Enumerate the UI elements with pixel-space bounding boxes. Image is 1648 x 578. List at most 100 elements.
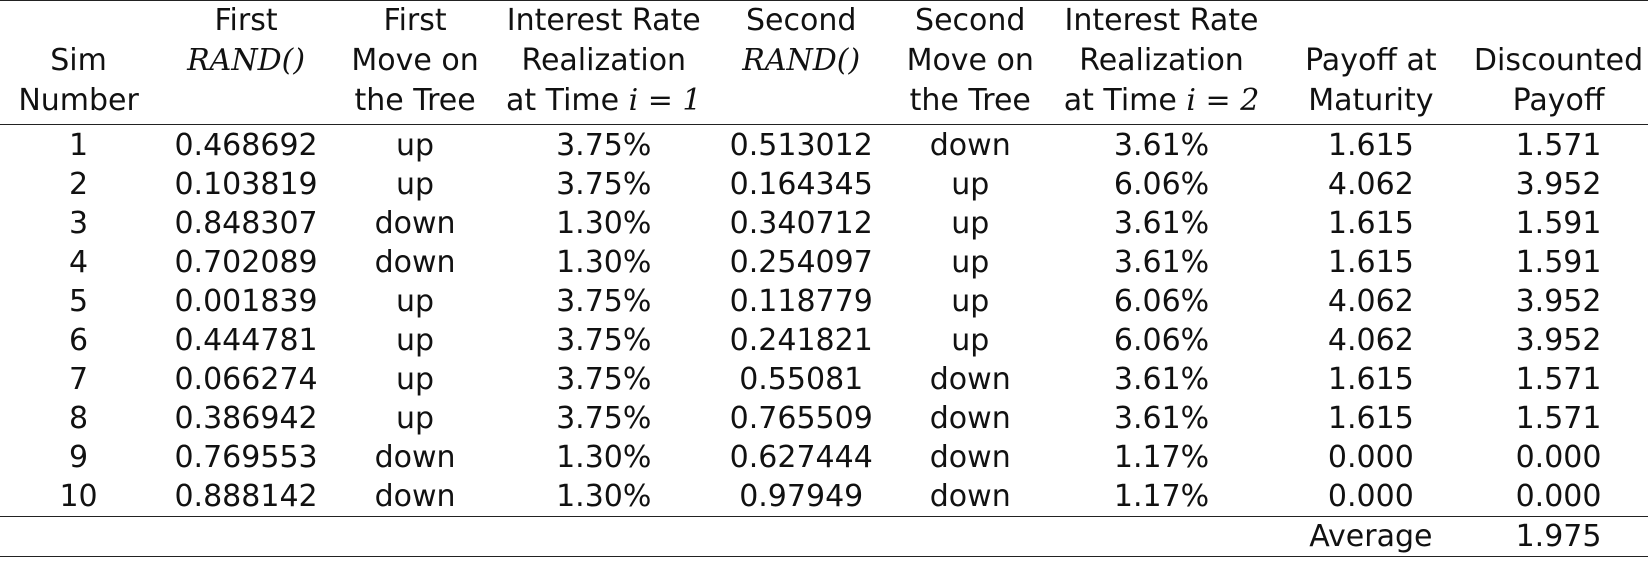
table-cell: down bbox=[374, 245, 456, 280]
column-header-line: Maturity bbox=[1308, 83, 1434, 118]
table-cell: 1 bbox=[69, 128, 89, 163]
table-cell: 3.952 bbox=[1515, 284, 1602, 319]
table-cell: 0.340712 bbox=[729, 206, 873, 241]
table-cell: 0.118779 bbox=[729, 284, 873, 319]
table-cell: 5 bbox=[69, 284, 89, 319]
table-cell: up bbox=[951, 245, 990, 280]
table-cell: 4.062 bbox=[1327, 167, 1414, 202]
table-cell: 0.241821 bbox=[729, 323, 873, 358]
table-cell: 1.30% bbox=[556, 206, 652, 241]
table-cell: 1.30% bbox=[556, 245, 652, 280]
table-cell: 1.615 bbox=[1327, 401, 1414, 436]
column-header-line: Realization bbox=[1079, 43, 1244, 78]
column-header-line: Number bbox=[18, 83, 139, 118]
table-cell: down bbox=[374, 440, 456, 475]
table-cell: down bbox=[929, 479, 1011, 514]
table-cell: 4.062 bbox=[1327, 284, 1414, 319]
table-cell: 3.75% bbox=[556, 128, 652, 163]
table-cell: 3.75% bbox=[556, 284, 652, 319]
table-cell: 0.888142 bbox=[174, 479, 318, 514]
table-cell: 3.952 bbox=[1515, 167, 1602, 202]
table-cell: 3.61% bbox=[1113, 206, 1210, 241]
column-header-line: Second bbox=[915, 3, 1026, 38]
table-footer: Average 1.975 bbox=[0, 516, 1648, 557]
column-header-line: at Time i = 2 bbox=[1063, 83, 1260, 118]
table-row: 8 0.386942 up 3.75% 0.765509 down 3.61% 1.615 1.… bbox=[0, 399, 1648, 438]
column-header-line bbox=[4, 1, 153, 41]
table-row: 3 0.848307 down 1.30% 0.340712 up 3.61% 1.615 1.… bbox=[0, 204, 1648, 243]
table-body: 1 0.468692 up 3.75% 0.513012 down 3.61% 1.615 1.… bbox=[0, 125, 1648, 517]
math-expression: RAND() bbox=[187, 43, 306, 78]
table-cell: 0.000 bbox=[1515, 440, 1602, 475]
table-cell: 0.848307 bbox=[174, 206, 318, 241]
table-cell: down bbox=[929, 362, 1011, 397]
table-row: 1 0.468692 up 3.75% 0.513012 down 3.61% 1.615 1.… bbox=[0, 125, 1648, 166]
table-cell: 1.591 bbox=[1515, 245, 1602, 280]
table-cell: 0.000 bbox=[1327, 479, 1414, 514]
table-header: Sim Number First RAND() First Move on the Tre… bbox=[0, 0, 1648, 125]
table-cell: 0.444781 bbox=[174, 323, 318, 358]
table-cell: 3.61% bbox=[1113, 362, 1210, 397]
table-cell: 0.468692 bbox=[174, 128, 318, 163]
header-row: Sim Number First RAND() First Move on the Tre… bbox=[0, 1, 1648, 125]
table-row: 9 0.769553 down 1.30% 0.627444 down 1.17% 0.000… bbox=[0, 438, 1648, 477]
column-header-4: Interest Rate Realization at Time i = 1 bbox=[495, 1, 713, 125]
table-cell: 1.30% bbox=[556, 479, 652, 514]
column-header-line: RAND() bbox=[716, 41, 886, 81]
table-cell: up bbox=[951, 284, 990, 319]
column-header-line bbox=[1277, 1, 1465, 41]
table-cell: 3.61% bbox=[1113, 128, 1210, 163]
table-cell: 1.571 bbox=[1515, 401, 1602, 436]
footer-spacer bbox=[0, 516, 1273, 557]
table-cell: 0.97949 bbox=[739, 479, 864, 514]
table-row: 6 0.444781 up 3.75% 0.241821 up 6.06% 4.062 3.95… bbox=[0, 321, 1648, 360]
table-cell: 3.952 bbox=[1515, 323, 1602, 358]
table-cell: up bbox=[396, 128, 435, 163]
column-header-line: Interest Rate bbox=[506, 3, 701, 38]
average-label: Average bbox=[1272, 516, 1470, 557]
table-cell: 1.615 bbox=[1327, 206, 1414, 241]
table-cell: 1.615 bbox=[1327, 128, 1414, 163]
table-cell: up bbox=[396, 323, 435, 358]
column-header-line: Second bbox=[746, 3, 857, 38]
column-header-6: Second Move on the Tree bbox=[890, 1, 1051, 125]
table-cell: down bbox=[374, 479, 456, 514]
column-header-2: First RAND() bbox=[157, 1, 335, 125]
column-header-line: First bbox=[383, 3, 447, 38]
table-row: 7 0.066274 up 3.75% 0.55081 down 3.61% 1.615 1.5… bbox=[0, 360, 1648, 399]
table-cell: 0.164345 bbox=[729, 167, 873, 202]
column-header-line bbox=[716, 81, 886, 121]
table-cell: 9 bbox=[69, 440, 89, 475]
column-header-9: Discounted Payoff bbox=[1469, 1, 1648, 125]
top-rule bbox=[0, 0, 1648, 1]
column-header-line: the Tree bbox=[909, 83, 1031, 118]
table-cell: 3.75% bbox=[556, 323, 652, 358]
table-cell: 6 bbox=[69, 323, 89, 358]
table-cell: 1.615 bbox=[1327, 245, 1414, 280]
table-cell: 7 bbox=[69, 362, 89, 397]
table-cell: 0.000 bbox=[1515, 479, 1602, 514]
column-header-line: Interest Rate bbox=[1064, 3, 1259, 38]
column-header-5: Second RAND() bbox=[712, 1, 891, 125]
table-cell: 0.513012 bbox=[729, 128, 873, 163]
column-header-line: the Tree bbox=[354, 83, 476, 118]
table-cell: 0.386942 bbox=[174, 401, 318, 436]
column-header-line: at Time i = 1 bbox=[505, 83, 702, 118]
table-cell: 0.55081 bbox=[739, 362, 864, 397]
table-cell: 3.61% bbox=[1113, 401, 1210, 436]
table-cell: 0.765509 bbox=[729, 401, 873, 436]
table-cell: 1.591 bbox=[1515, 206, 1602, 241]
table-cell: 1.571 bbox=[1515, 362, 1602, 397]
column-header-line: Move on bbox=[351, 43, 479, 78]
column-header-7: Interest Rate Realization at Time i = 2 bbox=[1050, 1, 1273, 125]
table-cell: up bbox=[396, 362, 435, 397]
table-cell: 6.06% bbox=[1113, 167, 1210, 202]
table-cell: 0.254097 bbox=[729, 245, 873, 280]
table-cell: 6.06% bbox=[1113, 323, 1210, 358]
table-cell: 1.30% bbox=[556, 440, 652, 475]
table-cell: 1.17% bbox=[1113, 479, 1210, 514]
math-expression: i = 1 bbox=[628, 83, 702, 118]
table-cell: 0.103819 bbox=[174, 167, 318, 202]
table-cell: down bbox=[929, 401, 1011, 436]
column-header-line bbox=[1473, 1, 1644, 41]
